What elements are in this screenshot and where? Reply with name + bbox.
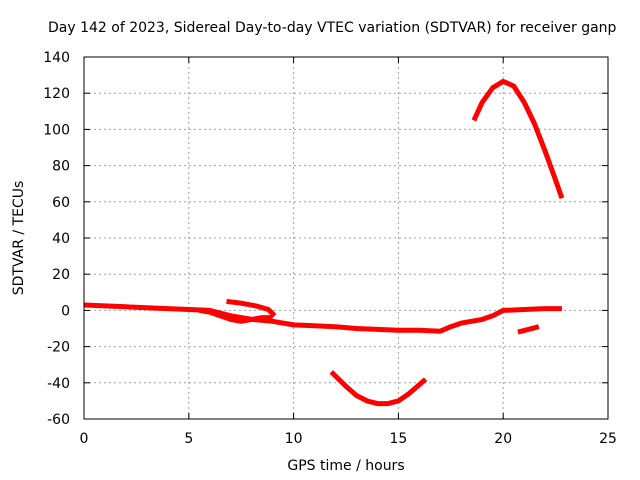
series-short-segment bbox=[517, 324, 540, 335]
x-tick-label: 20 bbox=[494, 431, 512, 447]
x-axis-label: GPS time / hours bbox=[287, 458, 404, 474]
series-layer bbox=[83, 78, 565, 407]
y-tick-label: -20 bbox=[47, 340, 70, 356]
series-dip bbox=[329, 370, 428, 407]
x-tick-label: 15 bbox=[389, 431, 407, 447]
y-tick-label: 80 bbox=[52, 159, 70, 175]
y-tick-label: -60 bbox=[47, 412, 70, 428]
series-baseline-a bbox=[83, 302, 562, 334]
series-peak bbox=[471, 78, 565, 200]
y-tick-label: 120 bbox=[43, 86, 70, 102]
series-baseline-b bbox=[198, 307, 273, 324]
y-tick-label: 40 bbox=[52, 231, 70, 247]
axis-ticks: 0 5 10 15 20 25 -60 -40 -20 0 20 40 60 80 100 120 140 bbox=[43, 50, 617, 447]
x-tick-label: 0 bbox=[80, 431, 89, 447]
x-tick-label: 10 bbox=[285, 431, 303, 447]
y-axis-label: SDTVAR / TECUs bbox=[11, 181, 27, 296]
series-hump bbox=[226, 298, 277, 318]
y-tick-label: 20 bbox=[52, 267, 70, 283]
y-tick-label: -40 bbox=[47, 376, 70, 392]
chart-title: Day 142 of 2023, Sidereal Day-to-day VTE… bbox=[48, 20, 617, 36]
y-tick-label: 60 bbox=[52, 195, 70, 211]
y-tick-label: 100 bbox=[43, 122, 70, 138]
x-tick-label: 25 bbox=[599, 431, 617, 447]
y-tick-label: 140 bbox=[43, 50, 70, 66]
y-tick-label: 0 bbox=[61, 303, 70, 319]
x-tick-label: 5 bbox=[184, 431, 193, 447]
